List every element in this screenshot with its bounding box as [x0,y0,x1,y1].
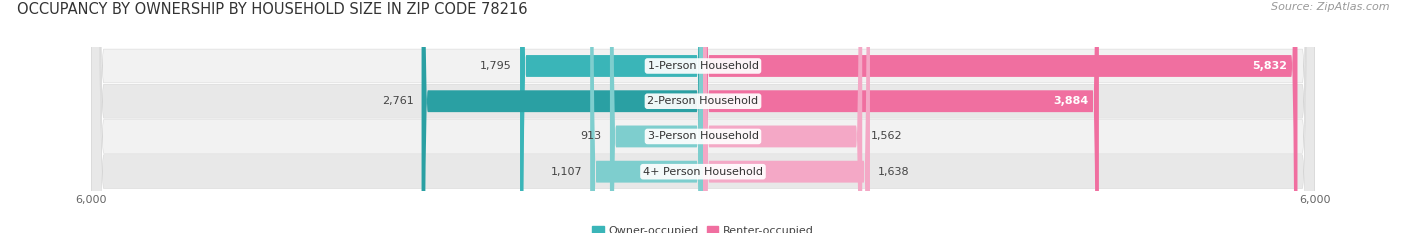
Text: OCCUPANCY BY OWNERSHIP BY HOUSEHOLD SIZE IN ZIP CODE 78216: OCCUPANCY BY OWNERSHIP BY HOUSEHOLD SIZE… [17,2,527,17]
Text: 3,884: 3,884 [1053,96,1088,106]
FancyBboxPatch shape [703,0,870,233]
FancyBboxPatch shape [703,0,1099,233]
Text: 2-Person Household: 2-Person Household [647,96,759,106]
Text: 1,562: 1,562 [870,131,903,141]
Text: 2,761: 2,761 [381,96,413,106]
Text: 1,638: 1,638 [879,167,910,177]
FancyBboxPatch shape [91,0,1315,233]
FancyBboxPatch shape [591,0,703,233]
FancyBboxPatch shape [91,0,1315,233]
FancyBboxPatch shape [703,0,862,233]
FancyBboxPatch shape [703,0,1298,233]
FancyBboxPatch shape [610,0,703,233]
Text: 3-Person Household: 3-Person Household [648,131,758,141]
Text: Source: ZipAtlas.com: Source: ZipAtlas.com [1271,2,1389,12]
Text: 1,795: 1,795 [479,61,512,71]
Text: 4+ Person Household: 4+ Person Household [643,167,763,177]
Text: 913: 913 [581,131,602,141]
FancyBboxPatch shape [91,0,1315,233]
FancyBboxPatch shape [91,0,1315,233]
FancyBboxPatch shape [520,0,703,233]
FancyBboxPatch shape [422,0,703,233]
Text: 5,832: 5,832 [1253,61,1288,71]
Legend: Owner-occupied, Renter-occupied: Owner-occupied, Renter-occupied [588,221,818,233]
Text: 1-Person Household: 1-Person Household [648,61,758,71]
Text: 1,107: 1,107 [550,167,582,177]
